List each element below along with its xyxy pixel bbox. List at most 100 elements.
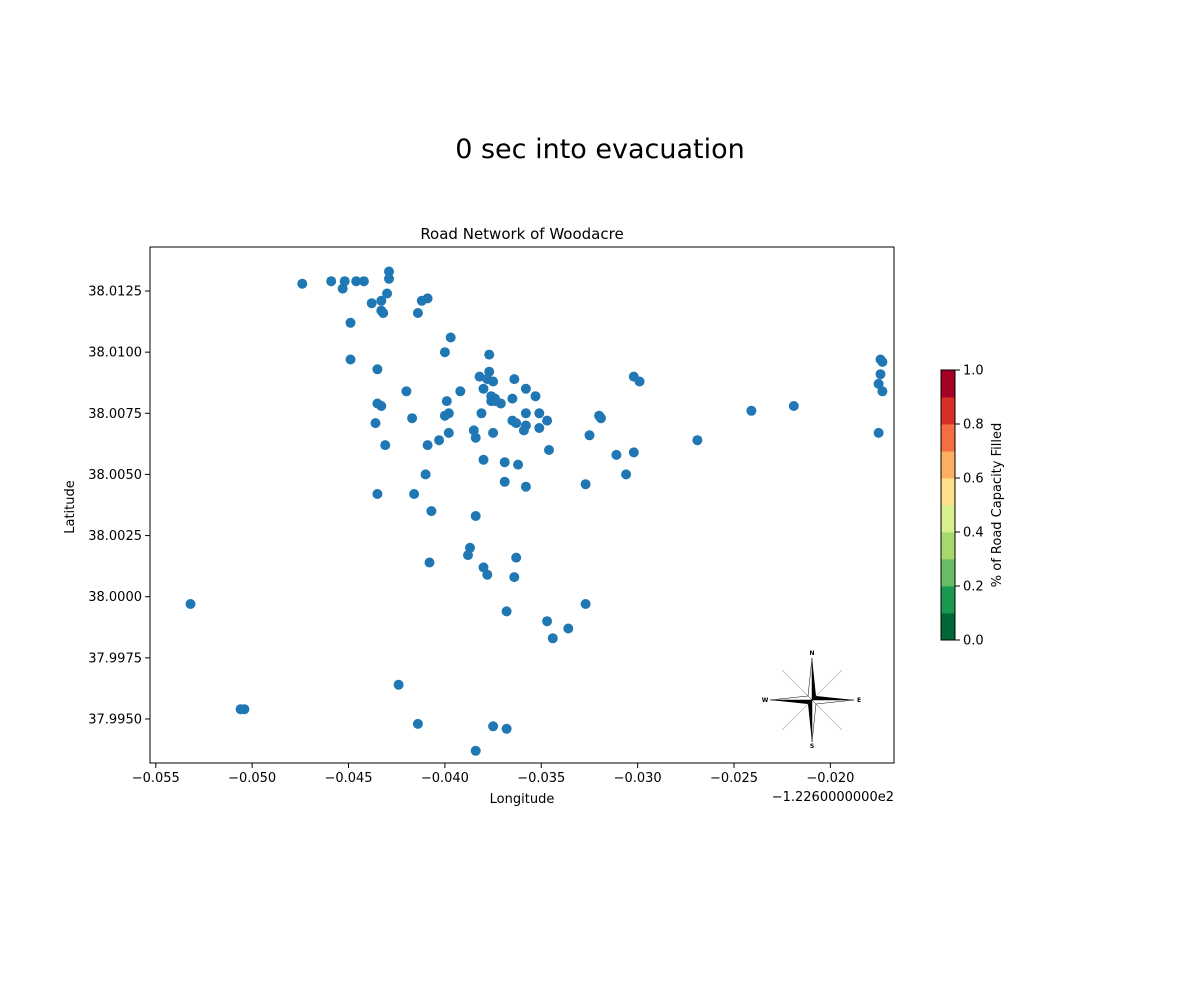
- scatter-point: [422, 293, 433, 304]
- scatter-point: [488, 427, 499, 438]
- scatter-point: [409, 489, 420, 499]
- scatter-point: [877, 386, 888, 397]
- scatter-point: [439, 410, 450, 421]
- colorbar-band: [941, 424, 955, 452]
- scatter-point: [426, 506, 437, 517]
- scatter-point: [534, 408, 545, 419]
- compass-label-north: N: [809, 650, 814, 657]
- scatter-point: [501, 723, 512, 734]
- colorbar-band: [941, 586, 955, 614]
- scatter-point: [337, 283, 348, 294]
- x-tick-label: −0.025: [710, 771, 758, 786]
- scatter-point: [746, 405, 757, 416]
- scatter-point: [634, 376, 645, 387]
- scatter-point: [488, 721, 499, 732]
- scatter-point: [407, 413, 418, 424]
- scatter-point: [384, 266, 394, 277]
- scatter-point: [384, 273, 394, 284]
- scatter-point: [424, 557, 435, 568]
- scatter-point: [484, 349, 495, 360]
- scatter-point: [584, 430, 595, 441]
- y-tick-label: 38.0125: [88, 285, 142, 300]
- colorbar-band: [941, 505, 955, 533]
- x-tick-label: −0.055: [132, 771, 180, 786]
- scatter-point: [692, 435, 703, 446]
- scatter-point: [326, 276, 337, 287]
- scatter-point: [380, 440, 391, 451]
- scatter-point: [580, 599, 591, 609]
- scatter-point: [511, 418, 522, 429]
- scatter-point: [474, 371, 485, 382]
- scatter-point: [509, 374, 520, 385]
- plot-area: [150, 247, 894, 763]
- x-tick-label: −0.040: [421, 771, 469, 786]
- scatter-point: [788, 401, 799, 411]
- x-axis-offset-label: −1.2260000000e2: [772, 790, 894, 805]
- scatter-point: [628, 447, 639, 458]
- axes-title: Road Network of Woodacre: [420, 225, 623, 243]
- colorbar-bands: [941, 370, 955, 641]
- scatter-point: [495, 398, 506, 409]
- scatter-point: [499, 457, 510, 468]
- colorbar-tick-label: 0.4: [963, 526, 984, 541]
- scatter-point: [621, 469, 632, 480]
- scatter-point: [382, 288, 393, 299]
- x-tick-label: −0.050: [228, 771, 276, 786]
- scatter-point: [470, 745, 481, 756]
- scatter-point: [499, 476, 510, 487]
- colorbar-band: [941, 397, 955, 425]
- y-tick-label: 37.9975: [88, 651, 142, 666]
- scatter-point: [478, 383, 489, 394]
- colorbar-tick-label: 0.0: [963, 634, 984, 649]
- scatter-point: [873, 427, 884, 438]
- compass-west-light: [769, 695, 813, 701]
- scatter-point: [376, 295, 387, 306]
- scatter-point: [463, 550, 473, 561]
- x-tick-label: −0.020: [806, 771, 854, 786]
- scatter-point: [470, 511, 481, 521]
- compass-label-south: S: [810, 743, 814, 750]
- colorbar-band: [941, 613, 955, 641]
- scatter-point: [358, 276, 369, 287]
- scatter-point: [518, 425, 529, 436]
- y-tick-label: 38.0100: [88, 346, 142, 361]
- colorbar-band: [941, 559, 955, 587]
- scatter-point: [439, 347, 450, 358]
- y-tick-label: 38.0075: [88, 407, 142, 422]
- scatter-point: [455, 386, 466, 397]
- compass-east-light: [811, 699, 855, 705]
- scatter-point: [501, 606, 512, 617]
- compass-label-east: E: [857, 697, 861, 704]
- colorbar-tick-label: 1.0: [963, 364, 984, 379]
- scatter-point: [534, 423, 545, 433]
- scatter-point: [877, 356, 888, 367]
- scatter-point: [345, 317, 356, 328]
- scatter-point: [542, 616, 553, 627]
- scatter-point: [507, 393, 518, 404]
- colorbar-tick-label: 0.6: [963, 472, 984, 487]
- plot-axes: Road Network of Woodacre −0.055 −0.050 −0.…: [63, 225, 895, 807]
- scatter-points: [185, 266, 888, 756]
- compass-south-dark: [808, 700, 812, 742]
- scatter-point: [441, 396, 452, 407]
- figure-suptitle: 0 sec into evacuation: [455, 134, 745, 165]
- compass-east-dark: [812, 696, 854, 700]
- scatter-point: [596, 413, 606, 424]
- colorbar-frame: [940, 369, 956, 641]
- y-axis-label: Latitude: [63, 480, 78, 534]
- scatter-point: [530, 391, 541, 402]
- x-tick-label: −0.030: [614, 771, 662, 786]
- scatter-point: [520, 408, 531, 419]
- scatter-point: [476, 408, 487, 419]
- compass-west-dark: [770, 700, 812, 704]
- colorbar-band: [941, 370, 955, 398]
- scatter-point: [470, 432, 481, 443]
- scatter-point: [509, 572, 520, 583]
- scatter-point: [366, 298, 377, 309]
- scatter-point: [412, 308, 423, 318]
- y-tick-label: 38.0000: [88, 590, 142, 605]
- scatter-point: [544, 445, 554, 455]
- scatter-point: [185, 599, 196, 609]
- colorbar-band: [941, 451, 955, 479]
